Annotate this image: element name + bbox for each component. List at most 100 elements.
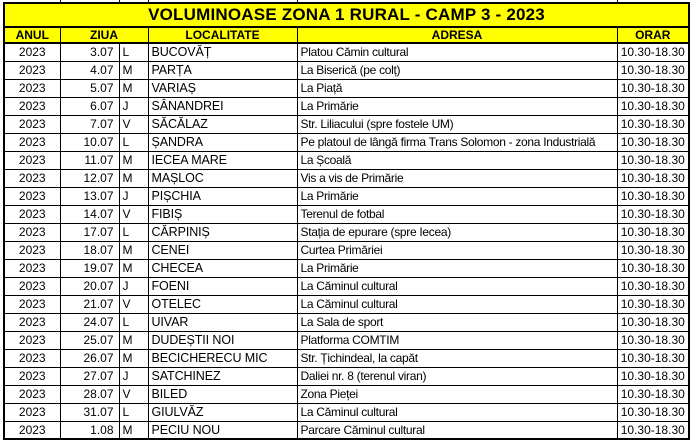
localitate-cell: FOENI [147,276,298,296]
ziua-date-cell: 26.07 [59,348,120,368]
anul-cell: 2023 [3,96,61,116]
ziua-date-cell: 19.07 [59,258,120,278]
adresa-cell: La Căminul cultural [296,294,618,314]
ziua-day-cell: M [118,240,149,260]
ziua-date-cell: 13.07 [59,186,120,206]
ziua-date-cell: 11.07 [59,150,120,170]
table-row: 2023 21.07 V OTELEC La Căminul cultural 10.30… [3,294,690,314]
ziua-day-cell: M [118,60,149,80]
anul-cell: 2023 [3,132,61,152]
orar-cell: 10.30-18.30 [616,222,690,242]
ziua-day-cell: L [118,222,149,242]
localitate-cell: DUDEȘTII NOI [147,330,298,350]
anul-cell: 2023 [3,420,61,440]
ziua-date-cell: 1.08 [59,420,120,440]
ziua-day-cell: V [118,114,149,134]
ziua-date-cell: 21.07 [59,294,120,314]
table-row: 2023 27.07 J SATCHINEZ Daliei nr. 8 (terenul… [3,366,690,386]
localitate-cell: OTELEC [147,294,298,314]
table-row: 2023 20.07 J FOENI La Căminul cultural 10.30-… [3,276,690,296]
ziua-day-cell: M [118,150,149,170]
adresa-cell: La Primărie [296,258,618,278]
anul-cell: 2023 [3,60,61,80]
table-body: 2023 3.07 L BUCOVĂȚ Platou Cămin cultural 10.… [3,42,690,440]
orar-cell: 10.30-18.30 [616,150,690,170]
anul-cell: 2023 [3,294,61,314]
adresa-cell: Parcare Căminul cultural [296,420,618,440]
ziua-day-cell: V [118,384,149,404]
localitate-cell: MAȘLOC [147,168,298,188]
anul-cell: 2023 [3,348,61,368]
orar-cell: 10.30-18.30 [616,366,690,386]
localitate-cell: SĂCĂLAZ [147,114,298,134]
table-row: 2023 25.07 M DUDEȘTII NOI Platforma COMTIM 10… [3,330,690,350]
anul-cell: 2023 [3,114,61,134]
anul-cell: 2023 [3,222,61,242]
localitate-cell: IECEA MARE [147,150,298,170]
anul-cell: 2023 [3,186,61,206]
anul-cell: 2023 [3,168,61,188]
table-row: 2023 5.07 M VARIAȘ La Piață 10.30-18.30 [3,78,690,98]
adresa-cell: Terenul de fotbal [296,204,618,224]
ziua-date-cell: 6.07 [59,96,120,116]
anul-cell: 2023 [3,150,61,170]
adresa-cell: Curtea Primăriei [296,240,618,260]
orar-cell: 10.30-18.30 [616,258,690,278]
table-row: 2023 6.07 J SÂNANDREI La Primărie 10.30-18.30 [3,96,690,116]
orar-cell: 10.30-18.30 [616,186,690,206]
localitate-cell: PARȚA [147,60,298,80]
anul-cell: 2023 [3,42,61,62]
anul-cell: 2023 [3,330,61,350]
ziua-day-cell: L [118,132,149,152]
adresa-cell: La Sala de sport [296,312,618,332]
adresa-cell: Platforma COMTIM [296,330,618,350]
ziua-day-cell: J [118,366,149,386]
adresa-cell: La Primărie [296,186,618,206]
ziua-day-cell: M [118,330,149,350]
localitate-cell: VARIAȘ [147,78,298,98]
ziua-date-cell: 14.07 [59,204,120,224]
ziua-day-cell: L [118,312,149,332]
anul-cell: 2023 [3,204,61,224]
ziua-day-cell: M [118,348,149,368]
gridline-stub [148,0,149,3]
gridline-stub [297,0,298,3]
ziua-day-cell: V [118,204,149,224]
table-row: 2023 3.07 L BUCOVĂȚ Platou Cămin cultural 10.… [3,42,690,62]
orar-cell: 10.30-18.30 [616,384,690,404]
table-row: 2023 10.07 L ȘANDRA Pe platoul de lângă firm… [3,132,690,152]
ziua-date-cell: 5.07 [59,78,120,98]
table-row: 2023 19.07 M CHECEA La Primărie 10.30-18.30 [3,258,690,278]
gridline-stub [119,0,120,3]
orar-cell: 10.30-18.30 [616,132,690,152]
waste-collection-schedule-table: VOLUMINOASE ZONA 1 RURAL - CAMP 3 - 2023… [3,2,691,440]
ziua-date-cell: 3.07 [59,42,120,62]
anul-cell: 2023 [3,312,61,332]
orar-cell: 10.30-18.30 [616,78,690,98]
column-header-orar: ORAR [616,26,690,44]
adresa-cell: Vis a vis de Primărie [296,168,618,188]
ziua-day-cell: M [118,258,149,278]
orar-cell: 10.30-18.30 [616,330,690,350]
table-row: 2023 14.07 V FIBIȘ Terenul de fotbal 10.30-18… [3,204,690,224]
table-row: 2023 1.08 M PECIU NOU Parcare Căminul cultur… [3,420,690,440]
anul-cell: 2023 [3,276,61,296]
ziua-date-cell: 20.07 [59,276,120,296]
column-header-ziua: ZIUA [59,26,149,44]
ziua-day-cell: M [118,420,149,440]
adresa-cell: La Piață [296,78,618,98]
localitate-cell: PECIU NOU [147,420,298,440]
ziua-day-cell: V [118,294,149,314]
ziua-day-cell: J [118,96,149,116]
localitate-cell: SATCHINEZ [147,366,298,386]
table-row: 2023 11.07 M IECEA MARE La Școală 10.30-18.30 [3,150,690,170]
ziua-date-cell: 31.07 [59,402,120,422]
anul-cell: 2023 [3,78,61,98]
adresa-cell: La Căminul cultural [296,402,618,422]
column-header-row: ANUL ZIUA LOCALITATE ADRESA ORAR [3,26,690,44]
table-row: 2023 31.07 L GIULVĂZ La Căminul cultural 10.3… [3,402,690,422]
orar-cell: 10.30-18.30 [616,348,690,368]
orar-cell: 10.30-18.30 [616,204,690,224]
adresa-cell: Zona Pieței [296,384,618,404]
